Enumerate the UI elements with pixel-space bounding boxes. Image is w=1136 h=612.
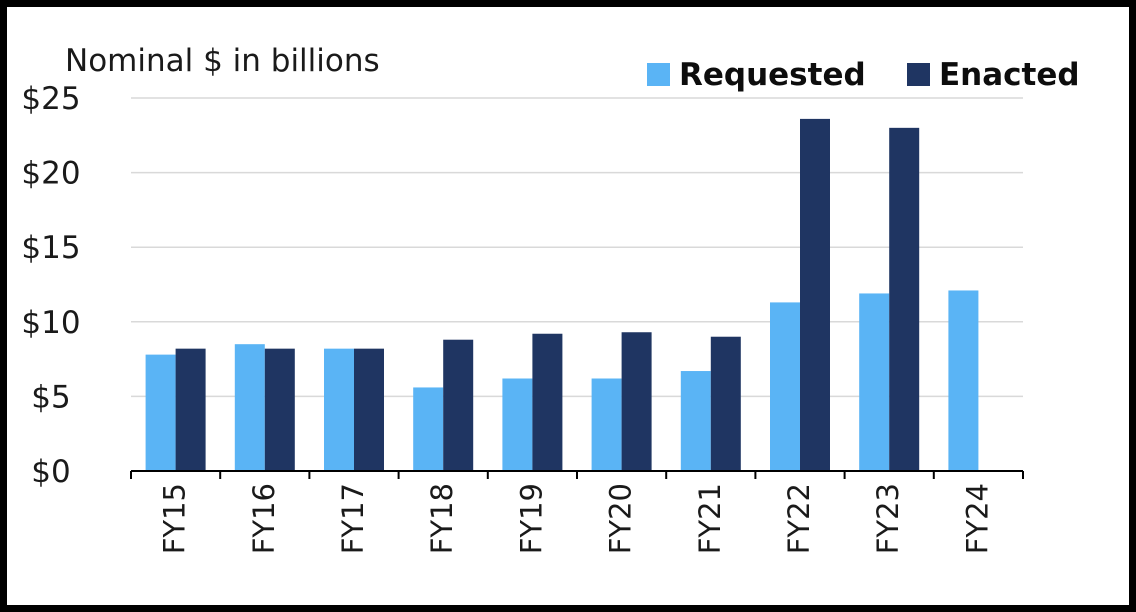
y-tick-label: $25 — [21, 81, 80, 117]
x-category-label: FY19 — [514, 483, 548, 554]
x-category-label: FY15 — [158, 483, 192, 554]
bar-requested-fy19 — [502, 378, 533, 471]
legend-label-requested: Requested — [679, 57, 866, 93]
x-axis-category-labels: FY15 FY16 FY17 FY18 FY19 FY20 FY21 FY22 FY23 FY24 — [158, 483, 995, 554]
legend-swatch-enacted — [907, 63, 930, 86]
chart-frame: $0 $5 $10 $15 $20 $25 FY15 FY16 FY17 FY18 FY19 FY2… — [7, 7, 1129, 605]
x-category-label: FY20 — [604, 483, 638, 554]
legend: Requested Enacted — [647, 57, 1080, 93]
x-category-label: FY22 — [782, 483, 816, 554]
bar-enacted-fy16 — [264, 348, 295, 471]
y-tick-label: $0 — [31, 454, 70, 490]
bar-requested-fy24 — [948, 290, 979, 471]
x-axis — [130, 470, 1024, 479]
bar-requested-fy15 — [145, 354, 176, 471]
bars — [145, 118, 979, 471]
y-axis-tick-labels: $0 $5 $10 $15 $20 $25 — [21, 81, 80, 490]
bar-enacted-fy21 — [710, 336, 741, 471]
x-category-label: FY24 — [960, 483, 994, 554]
bar-enacted-fy20 — [621, 332, 652, 471]
bar-requested-fy22 — [770, 302, 800, 471]
y-tick-label: $10 — [21, 305, 80, 341]
bar-chart: $0 $5 $10 $15 $20 $25 FY15 FY16 FY17 FY18 FY19 FY2… — [21, 43, 1080, 554]
x-category-label: FY21 — [693, 483, 727, 554]
legend-label-enacted: Enacted — [939, 57, 1080, 93]
y-tick-label: $5 — [31, 379, 70, 415]
x-category-label: FY17 — [336, 483, 370, 554]
bar-enacted-fy22 — [800, 118, 830, 471]
bar-requested-fy23 — [859, 293, 890, 471]
bar-requested-fy16 — [234, 344, 265, 471]
bar-requested-fy17 — [324, 348, 354, 471]
bar-enacted-fy17 — [354, 348, 384, 471]
bar-enacted-fy18 — [443, 339, 474, 471]
legend-swatch-requested — [647, 63, 670, 86]
bar-enacted-fy19 — [532, 333, 563, 471]
y-tick-label: $15 — [21, 230, 80, 266]
unit-label: Nominal $ in billions — [65, 43, 380, 79]
y-tick-label: $20 — [21, 156, 80, 192]
x-category-label: FY16 — [247, 483, 281, 554]
x-category-label: FY18 — [425, 483, 459, 554]
bar-enacted-fy15 — [175, 348, 206, 471]
x-category-label: FY23 — [871, 483, 905, 554]
bar-requested-fy18 — [413, 387, 444, 471]
bar-enacted-fy23 — [889, 127, 920, 471]
bar-requested-fy20 — [591, 378, 622, 471]
bar-requested-fy21 — [680, 371, 711, 471]
